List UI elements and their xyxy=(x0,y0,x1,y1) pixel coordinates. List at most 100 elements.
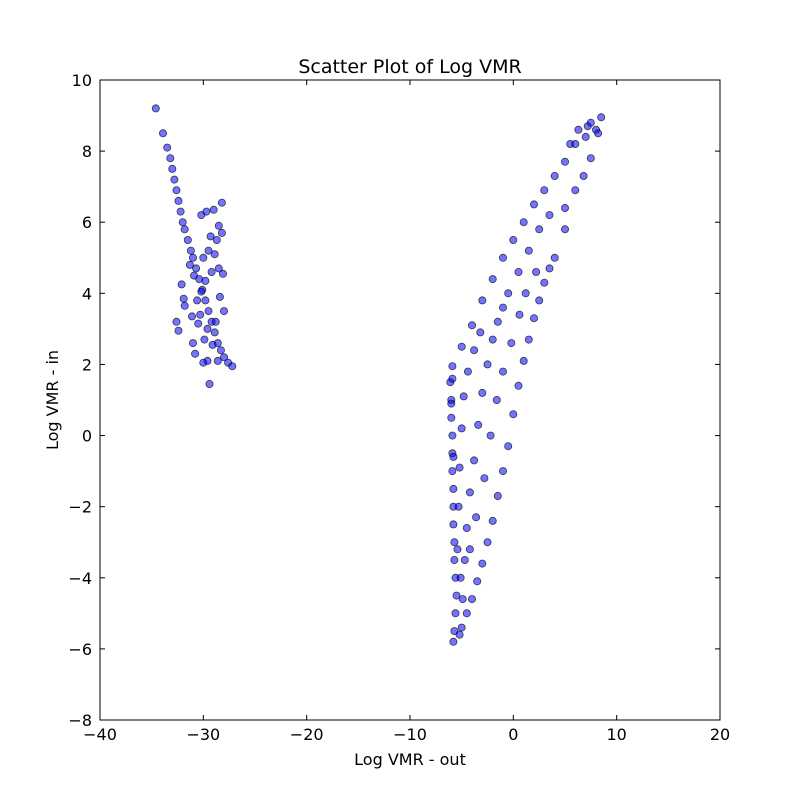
scatter-point xyxy=(498,367,507,376)
scatter-point xyxy=(450,556,459,565)
x-axis-title: Log VMR - out xyxy=(354,750,466,769)
scatter-point xyxy=(586,118,595,127)
scatter-point xyxy=(540,278,549,287)
x-tick-label: 0 xyxy=(508,725,518,744)
x-axis: −40 −30 −20 −10 0 10 20 xyxy=(83,80,730,744)
scatter-point xyxy=(498,253,507,262)
scatter-point xyxy=(545,264,554,273)
scatter-point xyxy=(545,211,554,220)
scatter-point xyxy=(199,358,208,367)
scatter-point xyxy=(217,198,226,207)
x-tick-label: −20 xyxy=(290,725,324,744)
scatter-point xyxy=(197,211,206,220)
x-tick-label: −10 xyxy=(393,725,427,744)
scatter-point xyxy=(449,484,458,493)
scatter-point xyxy=(532,267,541,276)
scatter-point xyxy=(180,301,189,310)
y-tick-label: −6 xyxy=(68,640,92,659)
scatter-point xyxy=(183,235,192,244)
scatter-point xyxy=(493,317,502,326)
scatter-point xyxy=(514,381,523,390)
y-tick-label: 10 xyxy=(72,71,92,90)
scatter-point xyxy=(457,623,466,632)
scatter-point xyxy=(492,395,501,404)
scatter-point xyxy=(218,269,227,278)
scatter-point xyxy=(201,276,210,285)
scatter-point xyxy=(456,573,465,582)
scatter-point xyxy=(199,253,208,262)
scatter-point xyxy=(170,175,179,184)
scatter-point xyxy=(519,218,528,227)
scatter-point xyxy=(498,303,507,312)
scatter-point xyxy=(507,339,516,348)
scatter-point xyxy=(448,431,457,440)
scatter-point xyxy=(203,324,212,333)
scatter-point xyxy=(504,442,513,451)
scatter-point xyxy=(574,125,583,134)
x-tick-label: −40 xyxy=(83,725,117,744)
scatter-point xyxy=(470,456,479,465)
scatter-point xyxy=(460,556,469,565)
scatter-point xyxy=(514,267,523,276)
scatter-point xyxy=(594,129,603,138)
scatter-point xyxy=(483,538,492,547)
y-tick-label: −8 xyxy=(68,711,92,730)
scatter-point xyxy=(561,203,570,212)
scatter-point xyxy=(219,353,228,362)
scatter-point xyxy=(478,296,487,305)
scatter-point xyxy=(509,235,518,244)
scatter-point xyxy=(597,113,606,122)
scatter-point xyxy=(177,280,186,289)
scatter-point xyxy=(228,362,237,371)
scatter-point xyxy=(151,104,160,113)
scatter-point xyxy=(509,410,518,419)
scatter-point xyxy=(174,326,183,335)
y-tick-label: −4 xyxy=(68,569,92,588)
y-tick-label: 6 xyxy=(82,213,92,232)
scatter-point xyxy=(204,246,213,255)
scatter-point xyxy=(463,367,472,376)
scatter-point xyxy=(521,289,530,298)
y-tick-label: 0 xyxy=(82,427,92,446)
scatter-point xyxy=(212,235,221,244)
scatter-point xyxy=(163,143,172,152)
scatter-point xyxy=(186,246,195,255)
scatter-point xyxy=(188,339,197,348)
scatter-point xyxy=(472,513,481,522)
scatter-point xyxy=(450,538,459,547)
scatter-point xyxy=(478,559,487,568)
scatter-point xyxy=(172,317,181,326)
scatter-point xyxy=(185,260,194,269)
y-tick-label: 4 xyxy=(82,284,92,303)
scatter-point xyxy=(467,321,476,330)
scatter-point xyxy=(447,413,456,422)
scatter-point xyxy=(200,335,209,344)
scatter-point xyxy=(465,488,474,497)
scatter-point xyxy=(515,310,524,319)
scatter-point xyxy=(579,171,588,180)
scatter-point xyxy=(540,186,549,195)
scatter-point xyxy=(486,431,495,440)
scatter-point xyxy=(586,154,595,163)
scatter-point xyxy=(191,349,200,358)
scatter-point xyxy=(488,516,497,525)
scatter-point xyxy=(571,139,580,148)
scatter-point xyxy=(168,164,177,173)
scatter-point xyxy=(524,246,533,255)
scatter-point xyxy=(550,253,559,262)
scatter-point xyxy=(217,228,226,237)
scatter-point xyxy=(483,360,492,369)
scatter-point xyxy=(453,545,462,554)
scatter-point xyxy=(211,317,220,326)
scatter-point xyxy=(208,340,217,349)
scatter-point xyxy=(478,388,487,397)
scatter-point xyxy=(449,452,458,461)
scatter-point xyxy=(524,335,533,344)
scatter-point xyxy=(216,346,225,355)
scatter-point xyxy=(473,577,482,586)
scatter-point xyxy=(488,275,497,284)
scatter-point xyxy=(474,420,483,429)
scatter-point xyxy=(498,467,507,476)
scatter-point xyxy=(451,609,460,618)
